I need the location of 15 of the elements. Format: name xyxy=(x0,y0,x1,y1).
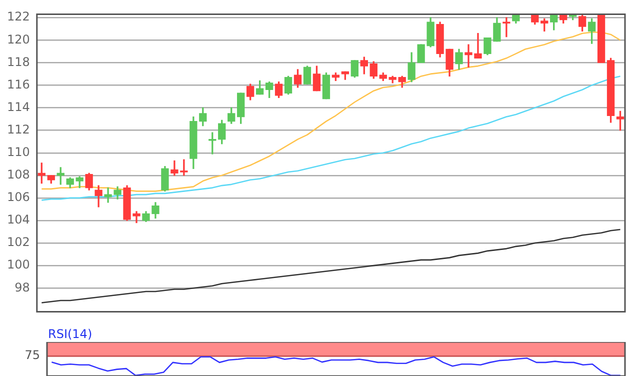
y-tick-label: 106 xyxy=(7,190,30,204)
y-tick-label: 100 xyxy=(7,258,30,272)
y-tick-label: 110 xyxy=(7,144,30,159)
y-tick-label: 116 xyxy=(7,77,30,92)
y-tick-label: 118 xyxy=(7,54,30,69)
y-tick-label: 102 xyxy=(7,235,30,250)
y-tick-label: 104 xyxy=(7,212,30,227)
y-tick-label: 112 xyxy=(7,122,30,136)
y-tick-label: 120 xyxy=(7,32,30,46)
y-tick-label: 122 xyxy=(7,10,30,24)
y-tick-label: 98 xyxy=(14,280,30,294)
text: 75 xyxy=(24,348,40,362)
y-tick-label: 114 xyxy=(7,100,30,114)
y-tick-label: 108 xyxy=(7,168,30,182)
chart-title: RSI(14) xyxy=(48,327,92,341)
